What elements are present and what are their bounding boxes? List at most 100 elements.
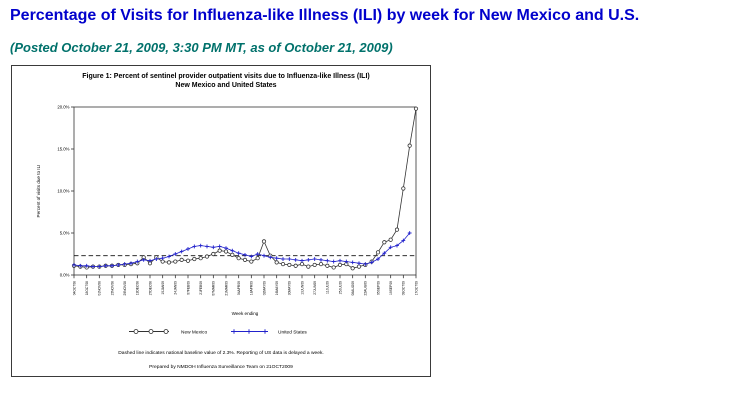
data-point-plus — [350, 260, 355, 265]
data-point-circle — [413, 106, 419, 111]
data-point-plus — [382, 251, 387, 256]
data-point-plus — [300, 258, 304, 263]
data-point-plus — [331, 259, 336, 264]
data-point-plus — [268, 255, 273, 260]
data-point-plus — [129, 261, 133, 266]
x-tick-label: 04OCT08 — [72, 281, 76, 295]
x-tick-label: 02MAY09 — [262, 281, 266, 295]
data-point-plus — [116, 263, 121, 267]
data-point-plus — [179, 249, 184, 254]
data-point-circle — [312, 262, 317, 268]
data-point-circle — [394, 227, 400, 232]
y-tick-label: 5.0% — [60, 231, 70, 236]
data-point-plus — [407, 231, 412, 235]
data-point-plus — [154, 257, 159, 261]
x-axis-title: Week ending — [232, 311, 259, 316]
x-tick-label: 22AUG09 — [364, 281, 368, 296]
data-point-circle — [211, 251, 216, 257]
y-tick-label: 20.0% — [57, 105, 69, 110]
data-point-plus — [205, 244, 209, 249]
data-point-plus — [141, 257, 146, 262]
x-tick-label: 19SEP09 — [389, 281, 393, 295]
x-tick-label: 24JAN09 — [174, 281, 178, 295]
data-point-circle — [375, 250, 381, 255]
series-line-new-mexico — [73, 108, 417, 269]
x-tick-label: 29NOV08 — [123, 281, 127, 296]
data-point-plus — [224, 246, 228, 251]
data-point-plus — [255, 252, 260, 256]
data-point-plus — [230, 248, 235, 253]
data-point-circle — [287, 262, 292, 268]
x-tick-label: 21MAR09 — [224, 281, 228, 296]
x-tick-label: 11JUL09 — [326, 281, 330, 294]
chart-svg: Figure 1: Percent of sentinel provider o… — [36, 73, 419, 370]
data-point-plus — [388, 245, 393, 250]
y-tick-label: 0.0% — [60, 273, 70, 278]
data-point-plus — [274, 256, 279, 261]
data-point-circle — [192, 256, 197, 262]
data-point-plus — [395, 243, 399, 248]
data-point-plus — [72, 263, 76, 267]
data-point-plus — [401, 238, 406, 243]
data-point-plus — [148, 258, 152, 263]
data-point-circle — [261, 239, 267, 244]
data-point-plus — [84, 263, 89, 268]
data-point-circle — [388, 237, 393, 242]
footnote-prepared: Prepared by NMDOH Influenza Surveillance… — [149, 364, 293, 370]
x-tick-label: 17OCT09 — [414, 281, 418, 295]
data-point-plus — [173, 252, 178, 256]
data-point-circle — [166, 260, 172, 265]
data-point-plus — [122, 262, 127, 266]
x-tick-label: 01NOV08 — [98, 281, 102, 296]
x-tick-label: 13DEC08 — [136, 281, 140, 295]
page-title: Percentage of Visits for Influenza-like … — [10, 7, 640, 24]
data-point-circle — [204, 254, 210, 259]
data-point-circle — [198, 256, 203, 261]
data-point-plus — [249, 254, 254, 259]
x-tick-label: 30MAY09 — [288, 281, 292, 295]
data-point-circle — [236, 256, 241, 261]
data-point-plus — [198, 243, 203, 248]
plot-box — [73, 106, 417, 276]
data-point-circle — [185, 258, 191, 263]
data-point-plus — [91, 264, 95, 269]
data-point-plus — [338, 258, 342, 263]
data-point-plus — [262, 253, 266, 258]
data-point-circle — [217, 248, 222, 253]
data-point-circle — [318, 261, 324, 267]
data-point-plus — [236, 251, 241, 256]
chart-legend: New Mexico United States — [129, 329, 307, 335]
data-point-plus — [167, 254, 171, 259]
data-point-circle — [179, 257, 184, 262]
legend-new-mexico-marker — [129, 329, 169, 334]
x-tick-label: 16MAY09 — [275, 281, 279, 295]
data-point-circle — [280, 261, 286, 267]
data-point-plus — [217, 244, 222, 249]
data-point-plus — [78, 263, 83, 268]
legend-united-states-label: United States — [278, 329, 307, 335]
data-point-circle — [255, 256, 260, 261]
data-point-circle — [173, 259, 178, 264]
data-point-plus — [186, 247, 190, 251]
data-point-plus — [312, 257, 317, 261]
data-point-plus — [363, 262, 368, 266]
posted-subtitle: (Posted October 21, 2009, 3:30 PM MT, as… — [10, 40, 393, 55]
legend-united-states-marker — [231, 329, 268, 334]
y-tick-label: 10.0% — [57, 189, 69, 194]
data-point-circle — [223, 249, 229, 254]
footnote-baseline: Dashed line indicates national baseline … — [118, 350, 324, 356]
data-point-circle — [337, 262, 343, 268]
x-tick-label: 07FEB09 — [186, 281, 190, 295]
data-point-circle — [356, 264, 362, 269]
x-tick-label: 08AUG09 — [351, 281, 355, 296]
data-point-circle — [274, 260, 279, 265]
figure-title-line1: Figure 1: Percent of sentinel provider o… — [82, 73, 369, 80]
data-point-circle — [293, 263, 298, 268]
x-tick-label: 21FEB09 — [199, 281, 203, 295]
x-tick-label: 07MAR09 — [212, 281, 216, 296]
data-point-plus — [243, 252, 247, 257]
x-tick-label: 05SEP09 — [376, 281, 380, 295]
data-point-plus — [287, 257, 292, 261]
y-axis-title: Percent of visits due to ILI — [36, 165, 41, 218]
x-tick-label: 13JUN09 — [300, 281, 304, 295]
